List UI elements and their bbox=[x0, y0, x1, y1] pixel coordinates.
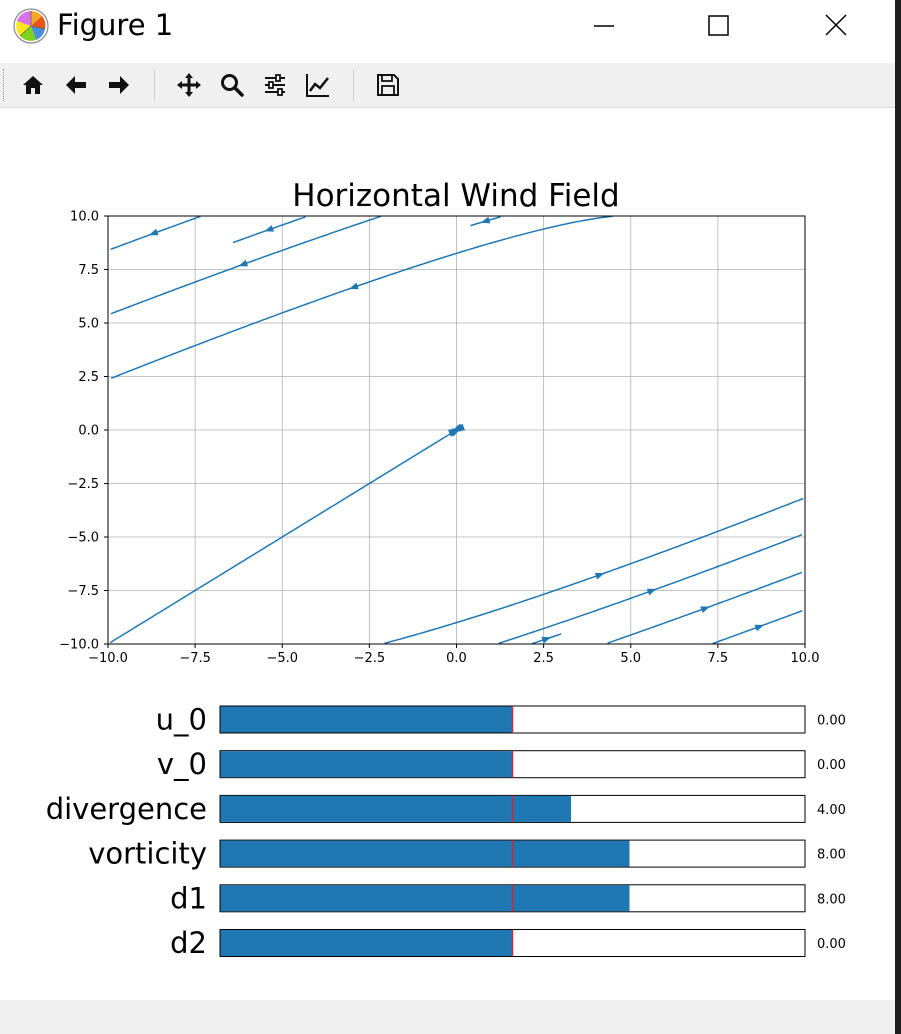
y-tick-label: 2.5 bbox=[78, 370, 99, 385]
window-edge bbox=[895, 0, 901, 1034]
streamline bbox=[110, 216, 613, 379]
y-tick-label: 10.0 bbox=[70, 210, 99, 225]
slider-value: 4.00 bbox=[817, 803, 846, 818]
toolbar-separator bbox=[154, 69, 155, 101]
streamline-arrow bbox=[148, 228, 159, 236]
configure-subplots-icon[interactable] bbox=[261, 71, 289, 99]
streamline-arrow bbox=[754, 624, 765, 632]
slider-fill[interactable] bbox=[220, 706, 513, 733]
slider-label: d1 bbox=[170, 881, 207, 915]
x-tick-label: −7.5 bbox=[179, 651, 211, 666]
x-tick-label: 10.0 bbox=[791, 651, 820, 666]
forward-arrow-icon[interactable] bbox=[105, 71, 133, 99]
slider-divergence[interactable]: divergence 4.00 bbox=[46, 792, 846, 826]
y-tick-label: 5.0 bbox=[78, 317, 99, 332]
slider-label: divergence bbox=[46, 792, 207, 826]
slider-value: 8.00 bbox=[817, 892, 846, 907]
back-arrow-icon[interactable] bbox=[62, 71, 90, 99]
y-tick-label: 0.0 bbox=[78, 424, 99, 439]
slider-u_0[interactable]: u_0 0.00 bbox=[156, 703, 846, 737]
close-icon[interactable] bbox=[816, 8, 856, 44]
slider-value: 0.00 bbox=[817, 758, 846, 773]
streamlines bbox=[109, 216, 804, 644]
matplotlib-logo-icon bbox=[13, 8, 49, 44]
streamline-arrow bbox=[700, 606, 710, 613]
slider-v_0[interactable]: v_0 0.00 bbox=[157, 747, 846, 781]
streamline-arrow bbox=[264, 225, 275, 232]
streamline-arrow bbox=[594, 572, 605, 580]
status-bar bbox=[0, 1000, 895, 1034]
slider-fill[interactable] bbox=[220, 840, 630, 867]
slider-d1[interactable]: d1 8.00 bbox=[170, 881, 846, 915]
streamline bbox=[384, 497, 804, 644]
y-tick-label: 7.5 bbox=[78, 263, 99, 278]
toolbar-separator bbox=[353, 69, 354, 101]
x-tick-label: −5.0 bbox=[266, 651, 298, 666]
x-tick-label: 0.0 bbox=[446, 651, 467, 666]
slider-vorticity[interactable]: vorticity 8.00 bbox=[88, 837, 846, 871]
slider-fill[interactable] bbox=[220, 930, 513, 956]
slider-value: 8.00 bbox=[817, 848, 846, 863]
x-tick-label: 2.5 bbox=[533, 651, 554, 666]
zoom-magnifier-icon[interactable] bbox=[218, 71, 246, 99]
slider-fill[interactable] bbox=[220, 751, 513, 778]
figure-canvas[interactable]: Horizontal Wind Field −10.0 −7.5 −5.0 −2.5 0… bbox=[0, 108, 895, 1000]
chart-title: Horizontal Wind Field bbox=[292, 178, 619, 214]
y-tick-label: −2.5 bbox=[67, 477, 99, 492]
slider-label: v_0 bbox=[157, 747, 207, 781]
save-floppy-icon[interactable] bbox=[374, 71, 402, 99]
pan-move-icon[interactable] bbox=[175, 71, 203, 99]
y-tick-label: −10.0 bbox=[59, 638, 99, 653]
streamline-arrow bbox=[480, 216, 491, 224]
slider-d2[interactable]: d2 0.00 bbox=[170, 926, 846, 960]
minimize-icon[interactable] bbox=[584, 8, 624, 44]
slider-label: d2 bbox=[170, 926, 207, 960]
x-tick-label: 5.0 bbox=[620, 651, 641, 666]
streamline-arrow bbox=[448, 429, 458, 437]
streamline-arrow bbox=[238, 259, 249, 267]
x-tick-label: 7.5 bbox=[708, 651, 729, 666]
figure-svg: Horizontal Wind Field −10.0 −7.5 −5.0 −2.5 0… bbox=[46, 178, 846, 961]
home-icon[interactable] bbox=[19, 71, 47, 99]
streamline-arrow bbox=[541, 636, 552, 644]
navigation-toolbar bbox=[0, 63, 895, 108]
slider-label: vorticity bbox=[88, 837, 207, 871]
title-bar: Figure 1 bbox=[0, 0, 895, 55]
slider-value: 0.00 bbox=[817, 714, 846, 729]
x-tick-label: −2.5 bbox=[354, 651, 386, 666]
x-tick-label: −10.0 bbox=[88, 651, 128, 666]
y-tick-label: −7.5 bbox=[67, 584, 99, 599]
slider-label: u_0 bbox=[156, 703, 207, 737]
streamline-arrow bbox=[349, 282, 359, 290]
window-title: Figure 1 bbox=[57, 8, 174, 42]
toolbar-grip bbox=[3, 69, 6, 101]
sliders-panel: u_0 0.00 v_0 0.00 divergence 4.00 vorticity 8.0… bbox=[46, 703, 846, 961]
streamline bbox=[109, 427, 460, 644]
maximize-icon[interactable] bbox=[698, 8, 738, 44]
y-tick-label: −5.0 bbox=[67, 531, 99, 546]
axis-ticks: −10.0 −7.5 −5.0 −2.5 0.0 2.5 5.0 7.5 10.0 −10.0 −7… bbox=[59, 210, 819, 667]
slider-value: 0.00 bbox=[817, 937, 846, 952]
edit-axis-curve-icon[interactable] bbox=[304, 71, 332, 99]
slider-fill[interactable] bbox=[220, 795, 572, 822]
streamline-arrow bbox=[646, 588, 657, 596]
slider-fill[interactable] bbox=[220, 885, 630, 912]
